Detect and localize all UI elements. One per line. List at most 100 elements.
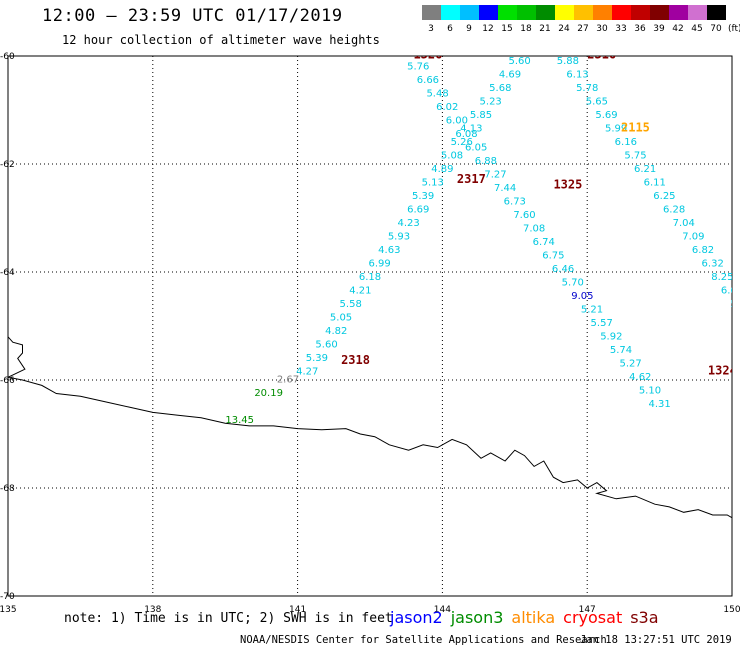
scale-label: 30 (596, 24, 608, 34)
pass-time-label: 1324 (708, 364, 737, 378)
scale-label: 3 (428, 24, 434, 34)
wave-height-value: 4.21 (349, 286, 371, 297)
wave-height-value: 5.21 (581, 305, 603, 316)
legend-entry: cryosat (563, 608, 623, 627)
wave-height-value: 6.05 (465, 143, 487, 154)
lon-tick-label: 150 (723, 605, 740, 615)
lat-tick-label: -66 (0, 376, 15, 386)
wave-height-value: 5.13 (422, 178, 444, 189)
wave-height-value: 6.74 (533, 237, 555, 248)
wave-height-value: 5.75 (624, 151, 646, 162)
credit-line: NOAA/NESDIS Center for Satellite Applica… (240, 634, 607, 646)
wave-height-value: 5.72 (731, 299, 740, 310)
scale-label: 6 (447, 24, 453, 34)
wave-height-value: 5.86 (537, 29, 559, 40)
scale-swatch (688, 5, 707, 20)
wave-height-value: 5.69 (595, 110, 617, 121)
lon-tick-label: 138 (144, 605, 161, 615)
wave-height-value: 4.13 (460, 124, 482, 135)
scale-swatch (498, 5, 517, 20)
wave-height-value: 6.66 (417, 75, 439, 86)
wave-height-value: 5.26 (451, 137, 473, 148)
wave-height-value: 7.08 (523, 224, 545, 235)
wave-height-value: 6.02 (436, 102, 458, 113)
scale-swatch (460, 5, 479, 20)
wave-height-value: 7.60 (513, 210, 535, 221)
scale-swatch (707, 5, 726, 20)
wave-height-value: 7.44 (494, 183, 516, 194)
wave-height-value: 4.23 (397, 218, 419, 229)
scale-label: 42 (672, 24, 684, 34)
legend-entry: jason2 (390, 608, 443, 627)
wave-height-value: 4.89 (431, 164, 453, 175)
scale-unit: (ft) (728, 24, 740, 34)
wave-height-value: 5.56 (528, 29, 550, 40)
wave-height-value: 5.88 (557, 56, 579, 67)
wave-height-value: 5.93 (388, 232, 410, 243)
wave-height-value: 5.68 (489, 83, 511, 94)
lat-tick-label: -70 (0, 592, 15, 602)
scale-label: 39 (653, 24, 665, 34)
scale-label: 70 (710, 24, 722, 34)
pass-time-label: 2317 (457, 172, 486, 186)
scale-label: 15 (501, 24, 513, 34)
wave-height-value: 6.08 (455, 129, 477, 140)
wave-height-value: 5.39 (412, 191, 434, 202)
scale-swatch (631, 5, 650, 20)
wave-height-value: 13.45 (225, 415, 254, 426)
wave-height-value: 4.31 (648, 399, 670, 410)
wave-height-value: 5.57 (591, 318, 613, 329)
scale-label: 12 (482, 24, 494, 34)
wave-height-value: 5.92 (397, 48, 419, 59)
satellite-legend: jason2 jason3 altika cryosat s3a (390, 608, 667, 627)
wave-height-value: 4.82 (325, 326, 347, 337)
wave-height-value: 4.69 (499, 70, 521, 81)
footnote: note: 1) Time is in UTC; 2) SWH is in fe… (64, 611, 393, 626)
wave-height-value: 5.60 (508, 56, 530, 67)
wave-height-value: 6.73 (504, 197, 526, 208)
wave-height-value: 5.70 (518, 43, 540, 54)
wave-height-value: 5.05 (330, 313, 352, 324)
scale-swatch (574, 5, 593, 20)
page-subtitle: 12 hour collection of altimeter wave hei… (62, 33, 380, 47)
wave-height-value: 5.85 (470, 110, 492, 121)
wave-height-value: 5.90 (711, 48, 733, 59)
pass-time-label: 2316 (587, 48, 616, 62)
lon-tick-label: 135 (0, 605, 17, 615)
wave-height-value: 5.60 (315, 340, 337, 351)
wave-height-value: 6.46 (552, 264, 574, 275)
wave-height-value: 6.69 (407, 205, 429, 216)
scale-swatch (669, 5, 688, 20)
wave-height-value: 5.39 (306, 353, 328, 364)
scale-label: 36 (634, 24, 646, 34)
scale-label: 9 (466, 24, 472, 34)
lat-tick-label: -68 (0, 484, 15, 494)
wave-height-value: 5.93 (547, 43, 569, 54)
wave-height-value: 4.62 (629, 372, 651, 383)
wave-height-value: 5.76 (407, 62, 429, 73)
wave-height-value: 6.88 (475, 156, 497, 167)
wave-height-value: 6.13 (566, 70, 588, 81)
wave-height-value: 6.18 (359, 272, 381, 283)
lat-tick-label: -62 (0, 160, 15, 170)
pass-time-label: 2115 (621, 121, 650, 135)
wave-height-value: 6.46 (537, 16, 559, 27)
wave-height-value: 5.74 (610, 345, 632, 356)
wave-height-value: 5.08 (441, 151, 463, 162)
scale-swatch (612, 5, 631, 20)
legend-entry: jason3 (450, 608, 504, 627)
wave-height-value: 5.10 (639, 386, 661, 397)
wave-height-value: 6.16 (615, 137, 637, 148)
wave-height-value: 5.58 (340, 299, 362, 310)
scale-swatch (422, 5, 441, 20)
pass-time-label: 2318 (341, 353, 370, 367)
wave-height-value: 20.19 (254, 388, 283, 399)
wave-height-value: 6.99 (369, 259, 391, 270)
wave-height-value: 5.48 (426, 89, 448, 100)
wave-height-value: 6.21 (634, 164, 656, 175)
scale-label: 21 (539, 24, 551, 34)
wave-height-value: 6.63 (721, 286, 740, 297)
lon-tick-label: 144 (434, 605, 451, 615)
wave-height-value: 5.23 (480, 97, 502, 108)
